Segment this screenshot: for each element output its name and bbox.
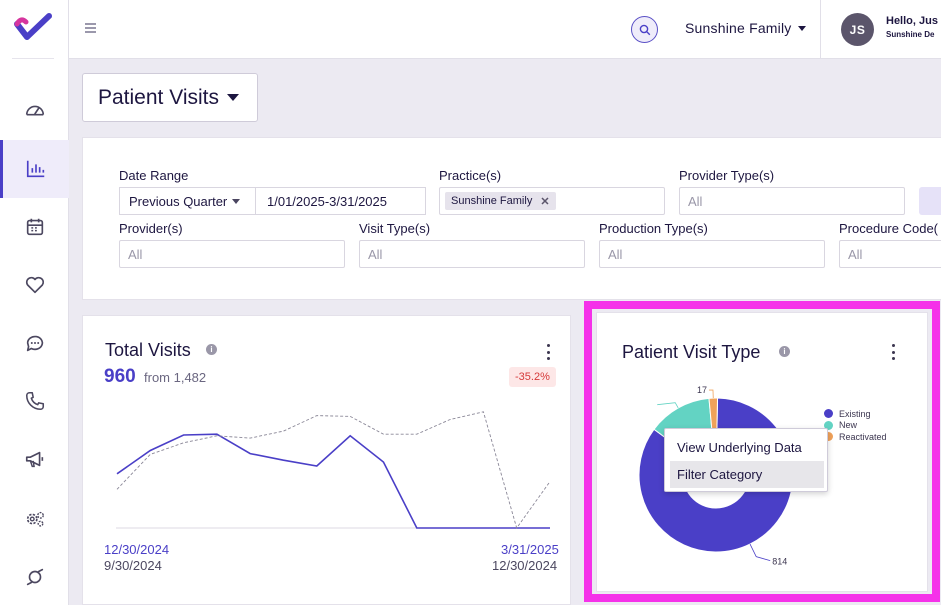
nav-dashboard[interactable] — [0, 82, 69, 140]
existing-leader-line — [749, 543, 771, 562]
current-start-date: 12/30/2024 — [104, 542, 170, 557]
nav-messages[interactable] — [0, 314, 69, 372]
visit-types-input[interactable]: All — [359, 240, 585, 268]
user-org: Sunshine De — [886, 30, 935, 39]
loop-icon — [26, 568, 43, 586]
calendar-icon — [26, 218, 43, 236]
previous-end-date: 12/30/2024 — [492, 558, 558, 573]
providers-label: Provider(s) — [119, 221, 183, 236]
reactivated-value-label: 17 — [697, 385, 707, 395]
legend-dot — [824, 409, 833, 419]
total-visits-title: Total Visits — [105, 340, 191, 360]
legend-item-new[interactable]: New — [824, 420, 887, 432]
nav-favorites[interactable] — [0, 256, 69, 314]
visit-types-label: Visit Type(s) — [359, 221, 431, 236]
production-types-label: Production Type(s) — [599, 221, 708, 236]
practices-input[interactable]: Sunshine Family ✕ — [439, 187, 665, 215]
filters-panel: Date Range Previous Quarter 1/01/2025-3/… — [82, 137, 941, 300]
nav-settings[interactable] — [0, 490, 69, 548]
total-visits-menu-icon[interactable] — [545, 344, 551, 360]
date-range-label: Date Range — [119, 168, 189, 183]
legend-item-reactivated[interactable]: Reactivated — [824, 431, 887, 443]
apply-button[interactable] — [919, 187, 941, 215]
chip-remove-icon[interactable]: ✕ — [540, 195, 550, 208]
report-title: Patient Visits — [98, 85, 220, 109]
current-period-line — [116, 433, 550, 529]
legend-label: Existing — [839, 408, 871, 419]
nav-calendar[interactable] — [0, 198, 69, 256]
providers-input[interactable]: All — [119, 240, 345, 268]
legend-label: New — [839, 420, 858, 431]
topbar-divider — [820, 0, 821, 59]
date-preset-value: Previous Quarter — [129, 193, 228, 209]
total-visits-value: 960 — [104, 366, 136, 387]
provider-types-input[interactable]: All — [679, 187, 905, 215]
view-underlying-data-item[interactable]: View Underlying Data — [677, 440, 802, 455]
date-range-input[interactable]: 1/01/2025-3/31/2025 — [267, 193, 387, 209]
practices-label: Practice(s) — [439, 168, 502, 183]
app-logo-icon[interactable] — [14, 13, 52, 43]
practice-switcher-label: Sunshine Family — [685, 20, 792, 36]
practice-chip-label: Sunshine Family — [451, 195, 533, 207]
user-greeting: Hello, Jus — [886, 15, 938, 27]
visit-type-legend: Existing New Reactivated — [824, 408, 887, 443]
procedure-codes-input[interactable]: All — [839, 240, 941, 268]
current-end-date: 3/31/2025 — [501, 542, 559, 557]
procedure-codes-label: Procedure Code( — [839, 221, 938, 236]
legend-dot — [824, 420, 833, 430]
nav-integrations[interactable] — [0, 548, 69, 605]
search-button[interactable] — [631, 16, 658, 43]
chart-context-menu: View Underlying Data Filter Category — [664, 428, 828, 492]
gauge-icon — [25, 105, 44, 116]
phone-icon — [25, 391, 44, 411]
production-types-input[interactable]: All — [599, 240, 825, 268]
filter-category-item[interactable]: Filter Category — [670, 461, 824, 488]
sidebar-divider — [12, 58, 54, 59]
total-visits-chart — [116, 411, 551, 530]
heart-icon — [25, 276, 44, 294]
visit-type-menu-icon[interactable] — [890, 344, 896, 360]
megaphone-icon — [25, 451, 43, 468]
patient-visit-type-title: Patient Visit Type — [622, 342, 761, 362]
chevron-down-icon — [797, 25, 806, 31]
top-bar: Sunshine Family JS Hello, Jus Sunshine D… — [69, 0, 941, 59]
total-visits-compare: from 1,482 — [144, 370, 207, 385]
reactivated-leader-line — [708, 389, 714, 399]
info-icon[interactable]: i — [779, 346, 790, 357]
bar-chart-icon — [26, 160, 45, 178]
chevron-down-icon — [227, 94, 240, 101]
existing-value-label: 814 — [772, 557, 787, 567]
gears-icon — [26, 511, 44, 527]
nav-campaigns[interactable] — [0, 430, 69, 488]
nav-calls[interactable] — [0, 372, 69, 430]
delta-badge: -35.2% — [509, 367, 556, 387]
date-preset-select[interactable]: Previous Quarter — [120, 188, 256, 214]
report-selector[interactable]: Patient Visits — [82, 73, 258, 122]
chevron-down-icon — [232, 198, 241, 204]
previous-period-line — [116, 411, 551, 530]
chat-bubble-icon — [26, 335, 43, 352]
legend-dot — [824, 432, 833, 442]
date-range-field: Previous Quarter 1/01/2025-3/31/2025 — [119, 187, 426, 215]
info-icon[interactable]: i — [206, 344, 217, 355]
provider-types-label: Provider Type(s) — [679, 168, 775, 183]
legend-label: Reactivated — [839, 431, 887, 442]
avatar[interactable]: JS — [841, 13, 874, 46]
legend-item-existing[interactable]: Existing — [824, 408, 887, 420]
nav-reports[interactable] — [0, 140, 69, 198]
search-icon — [639, 24, 650, 35]
previous-start-date: 9/30/2024 — [104, 558, 162, 573]
new-leader-line — [657, 402, 679, 409]
sidebar — [0, 0, 69, 605]
practice-chip: Sunshine Family ✕ — [445, 192, 556, 210]
practice-switcher[interactable]: Sunshine Family — [685, 20, 806, 36]
hamburger-menu-icon[interactable] — [84, 21, 98, 35]
